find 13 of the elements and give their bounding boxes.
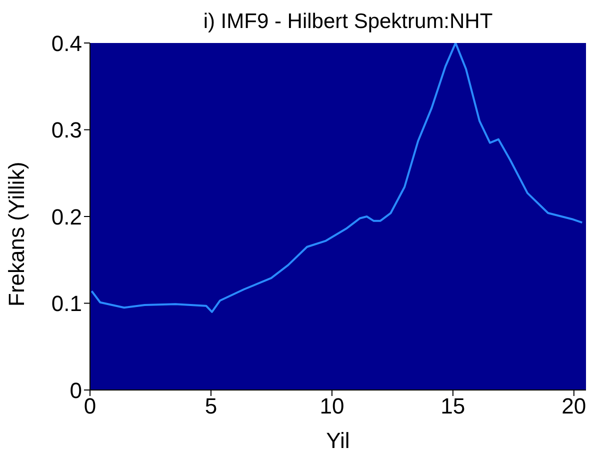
y-tick-label: 0.1 — [51, 291, 82, 316]
x-tick-label: 20 — [562, 394, 586, 419]
x-axis-title: Yil — [326, 428, 350, 453]
x-tick-label: 5 — [204, 394, 218, 419]
x-tick-label: 15 — [440, 394, 466, 419]
y-tick-label: 0.3 — [51, 118, 82, 143]
chart-title: i) IMF9 - Hilbert Spektrum:NHT — [202, 10, 494, 34]
y-tick-label: 0 — [70, 378, 82, 403]
y-tick-label: 0.2 — [51, 204, 82, 230]
x-tick-label: 10 — [320, 394, 344, 419]
y-axis-title: Frekans (Yillik) — [4, 162, 29, 306]
line-series — [90, 43, 584, 313]
y-tick-label: 0.4 — [51, 30, 82, 56]
